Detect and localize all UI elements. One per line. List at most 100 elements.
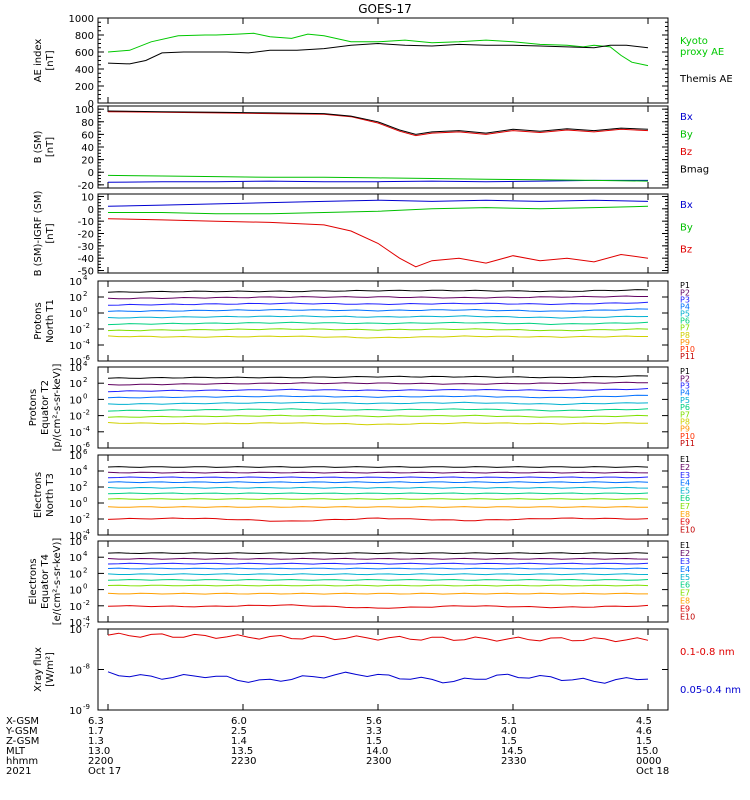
y-tick-label: 10	[69, 357, 82, 368]
legend-entry: P4	[680, 302, 690, 311]
x-axis-value: 4.0	[501, 726, 517, 737]
series-line	[108, 205, 649, 215]
x-axis-value: 14.5	[501, 746, 523, 757]
legend-entry: E6	[680, 581, 690, 590]
x-axis-value: 3.3	[366, 726, 382, 737]
x-axis-value: 1.4	[231, 736, 247, 747]
y-tick-label: 10	[69, 277, 82, 288]
x-axis-value: 2230	[231, 756, 256, 767]
legend-entry: Kyoto	[680, 36, 708, 47]
x-axis-value: 4.6	[636, 726, 652, 737]
series-line	[107, 328, 649, 332]
series-line	[107, 517, 649, 522]
x-axis-row-label: 2021	[6, 766, 31, 777]
series-line	[107, 315, 649, 319]
y-axis-label: [nT]	[45, 223, 56, 243]
series-line	[107, 604, 649, 609]
y-tick-exponent: -4	[83, 615, 91, 623]
y-tick-label: 100	[75, 105, 94, 116]
y-tick-label: 800	[75, 31, 94, 42]
legend-entry: E5	[680, 486, 690, 495]
y-tick-label: 80	[81, 118, 94, 129]
legend-entry: P5	[680, 396, 690, 405]
y-tick-exponent: -7	[83, 622, 90, 630]
x-axis-value: Oct 17	[88, 766, 121, 777]
series-line	[107, 414, 649, 418]
y-axis-label: Protons	[33, 302, 44, 339]
x-axis-table: X-GSMY-GSMZ-GSMMLThhmm20216.31.71.313.02…	[5, 716, 669, 777]
x-axis-value: 1.5	[636, 736, 652, 747]
legend-entry: E1	[680, 455, 690, 464]
legend-entry: P11	[680, 439, 695, 448]
y-tick-label: 10	[69, 341, 82, 352]
y-tick-label: 600	[75, 48, 94, 59]
y-tick-exponent: 4	[83, 464, 88, 472]
series-line	[107, 289, 649, 293]
legend-entry: E10	[680, 525, 695, 534]
x-axis-row-label: Y-GSM	[5, 726, 38, 737]
legend-entry: E7	[680, 589, 690, 598]
series-line	[107, 562, 649, 565]
y-tick-label: 10	[69, 706, 82, 717]
y-axis-label: [W/m²]	[45, 652, 56, 687]
y-tick-label: 10	[69, 467, 82, 478]
y-tick-exponent: 2	[83, 376, 87, 384]
y-tick-label: 10	[69, 515, 82, 526]
y-tick-label: 400	[75, 65, 94, 76]
legend-entry: P3	[680, 382, 690, 391]
y-tick-label: 10	[69, 379, 82, 390]
panel-frame	[97, 540, 669, 623]
y-axis-label: North T3	[45, 473, 56, 517]
series-line	[107, 498, 649, 500]
y-axis-label: North T1	[45, 299, 56, 343]
legend-entry: E9	[680, 604, 690, 613]
y-tick-exponent: 4	[83, 360, 88, 368]
legend-entry: P2	[680, 288, 690, 297]
panel-frame	[97, 193, 669, 274]
series-line	[107, 492, 649, 495]
legend-entry: E1	[680, 541, 690, 550]
series-line	[107, 481, 649, 484]
y-tick-label: 10	[81, 192, 94, 203]
y-axis-label: Electrons	[33, 472, 44, 518]
series-line	[107, 174, 649, 182]
panel-frame	[97, 366, 669, 449]
legend-entry: P3	[680, 295, 690, 304]
series-line	[107, 199, 649, 207]
y-axis-label: AE index	[33, 39, 44, 83]
y-tick-label: 10	[69, 325, 82, 336]
y-tick-exponent: 4	[83, 550, 88, 558]
legend-entry: E2	[680, 549, 690, 558]
y-axis-label: [e/(cm²-s-sr-keV)]	[52, 538, 63, 626]
series-line	[107, 335, 648, 339]
legend-entry: By	[680, 222, 693, 233]
legend-entry: P7	[680, 410, 690, 419]
series-line	[107, 592, 648, 595]
legend-entry: Bz	[680, 245, 692, 256]
legend-entry: By	[680, 130, 693, 141]
y-tick-exponent: -6	[83, 354, 91, 362]
y-tick-label: 60	[81, 130, 94, 141]
panel-frame	[97, 280, 669, 362]
y-tick-label: -10	[78, 217, 94, 228]
x-axis-value: 0000	[636, 756, 661, 767]
y-axis-label: Electrons	[28, 558, 39, 604]
legend-entry: P1	[680, 367, 690, 376]
legend-entry: proxy AE	[680, 47, 724, 58]
y-axis-label: Equator T4	[40, 554, 51, 609]
legend-entry: P4	[680, 389, 690, 398]
series-line	[107, 506, 649, 508]
y-tick-label: 10	[69, 553, 82, 564]
legend-entry: E8	[680, 597, 690, 606]
y-tick-label: 0	[88, 168, 94, 179]
series-line	[107, 42, 649, 65]
x-axis-value: 13.0	[88, 746, 110, 757]
series-line	[107, 321, 649, 326]
x-axis-value: 2330	[501, 756, 526, 767]
y-tick-exponent: 0	[83, 496, 87, 504]
y-tick-label: 10	[69, 531, 82, 542]
legend-entry: Bx	[680, 112, 693, 123]
y-tick-exponent: -2	[83, 409, 90, 417]
